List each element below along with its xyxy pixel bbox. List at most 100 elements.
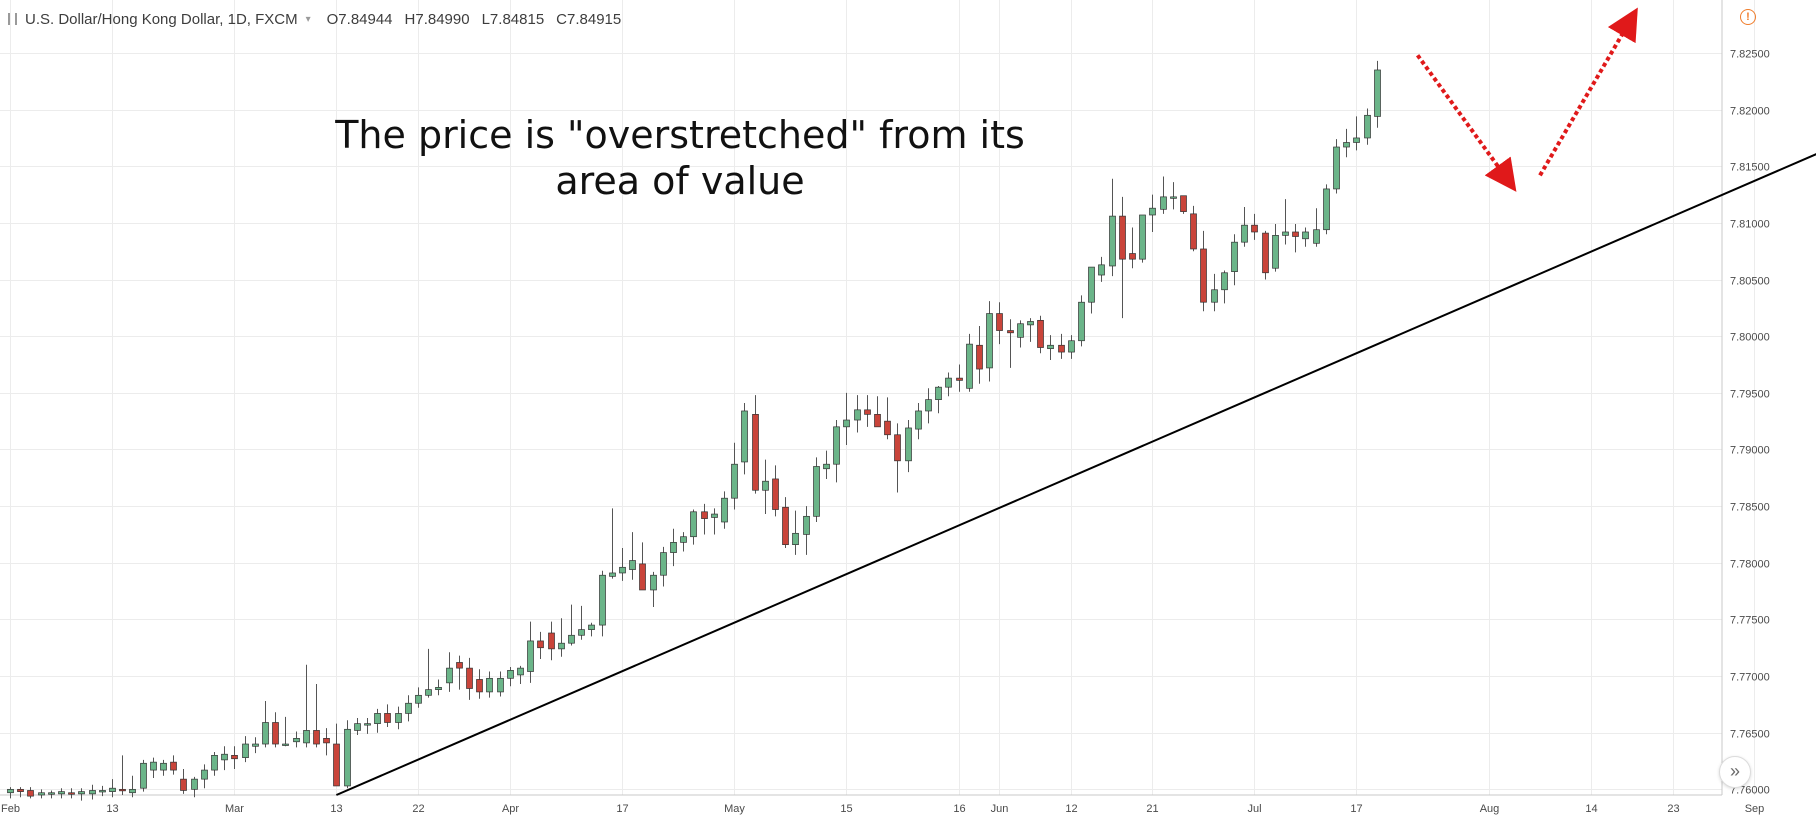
candle-body [242,743,249,758]
candle-body [466,667,473,689]
candle-body [1160,196,1167,210]
candle-body [109,787,116,792]
chart-grid [0,0,1755,795]
candle [619,548,626,581]
candle-body [27,790,34,797]
candle [140,759,147,792]
candle [1323,184,1330,235]
symbol-title[interactable]: U.S. Dollar/Hong Kong Dollar, 1D, FXCM [25,10,298,28]
candle [1241,207,1248,247]
candle-body [945,377,952,388]
candle [568,604,575,646]
y-tick-label: 7.77500 [1730,615,1770,627]
candle [996,302,1003,345]
x-tick-label: Apr [502,803,519,815]
candle-body [180,778,187,791]
close-value: C7.84915 [556,10,622,28]
candle [956,364,963,392]
candle [711,508,718,535]
candle-body [1027,321,1034,326]
candle-body [1323,188,1330,231]
candlestick-series [7,60,1381,801]
candle-body [833,426,840,465]
y-tick-label: 7.80000 [1730,332,1770,344]
candle-body [303,730,310,744]
candle-body [231,755,238,760]
candle-body [1129,253,1136,260]
candle [170,755,177,775]
candle [1313,208,1320,247]
candle-body [741,410,748,463]
candle-body [425,689,432,696]
candle-body [1282,231,1289,236]
candle-body [99,790,106,793]
x-tick-label: 21 [1146,803,1158,815]
candle [476,669,483,699]
candle-body [854,409,861,421]
double-chevron-right-icon[interactable]: » [1719,756,1751,788]
x-tick-label: 15 [840,803,852,815]
candle [1078,295,1085,347]
candle-body [344,728,351,787]
candle [874,396,881,428]
candle [1200,230,1207,312]
candle-body [1017,323,1024,338]
candle-body [1037,319,1044,348]
candle [323,728,330,756]
candle [303,664,310,748]
projection-arrow[interactable] [1538,7,1638,177]
collapse-icon[interactable] [8,13,17,25]
candle [680,532,687,552]
candle-body [721,497,728,523]
candle-body [588,624,595,630]
candle [721,491,728,529]
candle-body [609,572,616,577]
candle [823,450,830,479]
candle-body [1353,137,1360,143]
candle-body [803,515,810,535]
candle-body [1007,330,1014,334]
candle [741,403,748,475]
candle-body [1333,146,1340,190]
candle [354,717,361,735]
candle-body [364,723,371,726]
candle [803,506,810,555]
candle [99,785,106,797]
candle-body [935,386,942,400]
candle-body [996,313,1003,331]
candle [884,397,891,440]
candle-body [1374,69,1381,117]
candle [1088,266,1095,314]
support-trendline[interactable] [336,137,1816,796]
candle [762,459,769,515]
candle [415,687,422,708]
candle [1302,227,1309,247]
caret-down-icon[interactable]: ▾ [305,13,311,25]
candle-body [1180,195,1187,212]
candle [1058,333,1065,359]
ohlc-values: O7.84944 H7.84990 L7.84815 C7.84915 [327,11,622,28]
candle [1272,224,1279,272]
candle-body [1231,241,1238,272]
candle [517,665,524,684]
candle [425,648,432,698]
candle-body [976,344,983,370]
candle-body [690,511,697,538]
candle [395,706,402,730]
candle-body [129,788,136,794]
candle [109,779,116,798]
alert-circle-icon[interactable]: ! [1740,9,1756,25]
candle-body [1292,231,1299,237]
candle [752,395,759,494]
y-tick-label: 7.82500 [1730,49,1770,61]
candle [1149,194,1156,232]
candle-body [670,542,677,553]
candle-body [772,478,779,510]
projection-arrow[interactable] [1415,54,1517,192]
x-tick-label: Mar [225,803,244,815]
candle-body [1200,248,1207,303]
candle [497,671,504,697]
candle [1027,318,1034,342]
candle-body [221,753,228,761]
